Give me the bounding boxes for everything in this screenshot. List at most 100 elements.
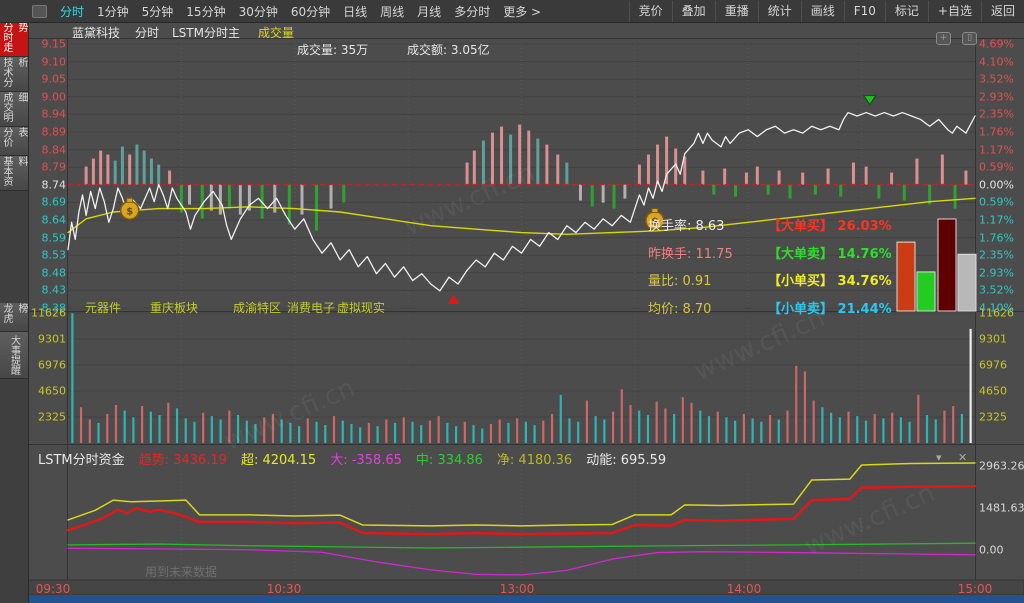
- percent-axis-tick: 0.59%: [979, 160, 1014, 174]
- menu-item[interactable]: 叠加: [671, 0, 715, 22]
- menu-item[interactable]: 5分钟: [141, 4, 174, 19]
- percent-axis-tick: 4.10%: [979, 301, 1014, 315]
- volume-axis-tick: 4650: [38, 384, 66, 398]
- future-data-note: 用到未来数据: [145, 565, 218, 579]
- sidebar-item[interactable]: 分时走势: [0, 22, 28, 57]
- collapse-pane-icon[interactable]: ▾: [936, 451, 942, 464]
- window-layout-icon[interactable]: ▯: [962, 32, 978, 45]
- sidebar-item[interactable]: 成交明细: [0, 92, 28, 127]
- percent-axis-tick: 0.00%: [979, 178, 1014, 192]
- menu-item[interactable]: 日线: [343, 4, 368, 19]
- footer-axis-tick: 0.00: [979, 543, 1004, 557]
- main-indicator-label[interactable]: LSTM分时主: [172, 26, 240, 40]
- percent-axis-tick: 4.69%: [979, 37, 1014, 51]
- time-axis-tick: 13:00: [499, 582, 535, 596]
- menu-item[interactable]: 15分钟: [186, 4, 226, 19]
- percent-axis-tick: 2.93%: [979, 266, 1014, 280]
- concept-tag[interactable]: 重庆板块: [150, 301, 199, 315]
- footer-field: 大: -358.65: [330, 453, 402, 468]
- order-flow-readout: 【大单卖】 14.76%: [768, 246, 892, 262]
- stat-readout: 昨换手: 11.75: [648, 246, 733, 262]
- percent-axis-tick: 1.17%: [979, 143, 1014, 157]
- menu-item[interactable]: 月线: [417, 4, 442, 19]
- percent-axis-tick: 2.35%: [979, 107, 1014, 121]
- time-axis-tick: 09:30: [35, 582, 71, 596]
- volume-axis-tick: 2325: [979, 410, 1007, 424]
- price-axis-tick: 8.64: [41, 213, 67, 227]
- menu-item[interactable]: 画线: [800, 0, 844, 22]
- menubar: 分时 1分钟 5分钟 15分钟 30分钟 60分钟 日线 周线 月线 多分时 更多 > 竞价 叠加 重播…: [0, 0, 1024, 23]
- menu-item[interactable]: 统计: [757, 0, 801, 22]
- menu-item[interactable]: 多分时: [454, 4, 491, 19]
- concept-tag[interactable]: 虚拟现实: [337, 301, 386, 315]
- sidebar-item[interactable]: 龙虎榜: [0, 303, 28, 332]
- menu-item[interactable]: 分时: [60, 4, 85, 19]
- close-pane-icon[interactable]: ✕: [958, 451, 968, 464]
- percent-axis-tick: 3.52%: [979, 283, 1014, 297]
- order-flow-readout: 【小单卖】 21.44%: [768, 301, 892, 317]
- footer-field: 净: 4180.36: [496, 453, 573, 468]
- price-axis-tick: 8.59: [41, 231, 67, 245]
- chart-period-label: 分时: [135, 26, 160, 40]
- percent-axis-tick: 1.76%: [979, 125, 1014, 139]
- concept-tag[interactable]: 元器件: [85, 301, 122, 315]
- percent-axis-tick: 0.59%: [979, 195, 1014, 209]
- sidebar-item[interactable]: 基本资料: [0, 156, 28, 191]
- menubar-right: 竞价 叠加 重播 统计 画线 F10 标记 +自选 返回: [628, 0, 1024, 22]
- svg-text:$: $: [126, 206, 133, 217]
- menu-item[interactable]: 周线: [380, 4, 405, 19]
- price-axis-tick: 8.43: [41, 283, 67, 297]
- price-axis-tick: 9.15: [41, 37, 67, 51]
- volume-axis-tick: 11626: [31, 306, 66, 320]
- add-indicator-icon[interactable]: +: [936, 32, 951, 45]
- menu-item[interactable]: +自选: [927, 0, 981, 22]
- stat-readout: 量比: 0.91: [648, 274, 712, 289]
- price-axis-tick: 8.84: [41, 143, 67, 157]
- percent-axis-tick: 2.35%: [979, 248, 1014, 262]
- volume-axis-tick: 11626: [979, 306, 1014, 320]
- menu-item[interactable]: 重播: [714, 0, 758, 22]
- time-axis-tick: 15:00: [957, 582, 993, 596]
- menu-item[interactable]: 竞价: [628, 0, 672, 22]
- price-axis-tick: 8.79: [41, 160, 67, 174]
- panel-toggle-icon[interactable]: [32, 4, 47, 18]
- stat-readout: 换手率: 8.63: [648, 219, 725, 234]
- sidebar-item[interactable]: 大事提醒: [0, 332, 28, 379]
- percent-axis-tick: 1.76%: [979, 231, 1014, 245]
- menu-item[interactable]: 60分钟: [290, 4, 331, 19]
- volume-axis-tick: 4650: [979, 384, 1007, 398]
- footer-field: 超: 4204.15: [240, 453, 317, 468]
- stat-readout: 均价: 8.70: [648, 301, 712, 317]
- menu-item[interactable]: F10: [843, 0, 885, 22]
- order-flow-readout: 【小单买】 34.76%: [768, 274, 892, 289]
- menu-item[interactable]: 1分钟: [97, 4, 129, 19]
- price-axis-tick: 8.53: [41, 248, 67, 262]
- stock-name: 蓝黛科技: [72, 26, 121, 40]
- menu-item[interactable]: 30分钟: [238, 4, 278, 19]
- menu-item[interactable]: 标记: [884, 0, 928, 22]
- menu-item[interactable]: 更多 >: [503, 4, 542, 19]
- price-axis-tick: 8.69: [41, 195, 67, 209]
- concept-tag[interactable]: 消费电子: [287, 301, 336, 315]
- sidebar-item[interactable]: 技术分析: [0, 57, 28, 92]
- sidebar: 分时走势 技术分析 成交明细 分价表 基本资料龙虎榜 大事提醒: [0, 22, 29, 603]
- price-axis-tick: 9.05: [41, 72, 67, 86]
- footer-indicator-title: LSTM分时资金: [38, 453, 125, 468]
- time-axis-tick: 10:30: [266, 582, 302, 596]
- footer-field: 中: 334.86: [415, 453, 483, 468]
- menubar-left: 分时 1分钟 5分钟 15分钟 30分钟 60分钟 日线 周线 月线 多分时 更多 >: [0, 3, 541, 20]
- menu-item[interactable]: 返回: [980, 0, 1024, 22]
- price-axis-tick: 8.94: [41, 107, 67, 121]
- price-axis-tick: 8.38: [41, 301, 67, 315]
- footer-field: 动能: 695.59: [586, 453, 667, 468]
- volume-axis-tick: 2325: [38, 410, 66, 424]
- price-axis-tick: 9.00: [41, 90, 67, 104]
- sidebar-item[interactable]: 分价表: [0, 127, 28, 156]
- percent-axis-tick: 3.52%: [979, 72, 1014, 86]
- percent-axis-tick: 4.10%: [979, 55, 1014, 69]
- volume-indicator-label[interactable]: 成交量: [258, 26, 295, 40]
- percent-axis-tick: 1.17%: [979, 213, 1014, 227]
- concept-tag[interactable]: 成渝特区: [233, 301, 282, 315]
